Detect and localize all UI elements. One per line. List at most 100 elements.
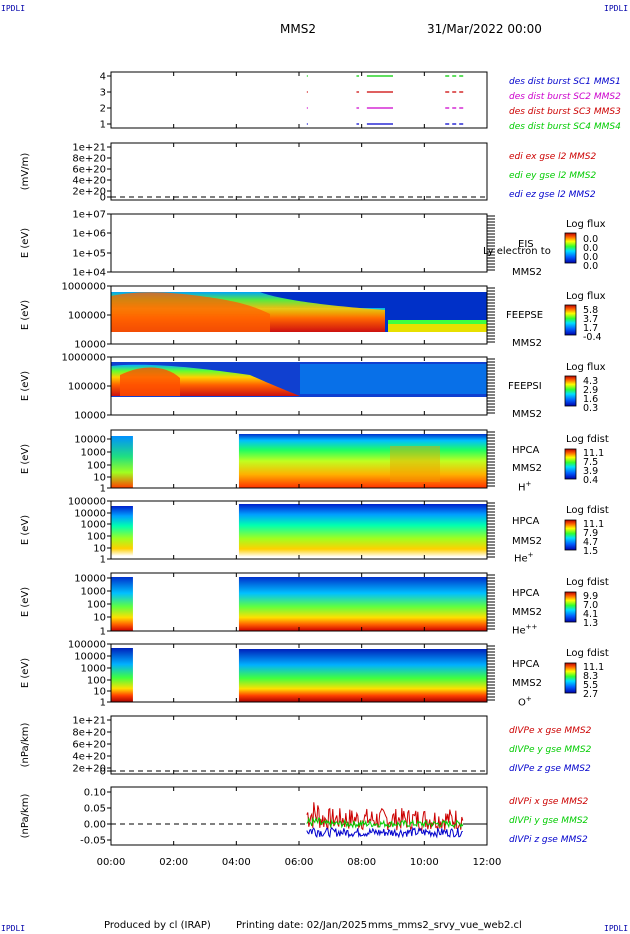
footer-filename: mms_mms2_srvy_vue_web2.cl bbox=[368, 920, 522, 931]
hpca-hepp-cb-val-3: 1.3 bbox=[583, 618, 599, 629]
hpca-o-label: HPCA bbox=[512, 659, 540, 670]
hpca-he-mission-label: MMS2 bbox=[512, 536, 542, 547]
eis-colorbar bbox=[564, 232, 577, 264]
feepse-low-energy-edge bbox=[388, 320, 487, 324]
hpca-o-colorbar-title: Log fdist bbox=[566, 648, 609, 659]
hpca_he-ytick-label: 1 bbox=[100, 555, 106, 566]
hpca_o-ytick-label: 100000 bbox=[68, 640, 106, 651]
hpca-h-left-block bbox=[111, 436, 133, 488]
hpca-o-cb-val-2: 5.5 bbox=[583, 680, 599, 691]
hpca-o-cb-val-1: 8.3 bbox=[583, 671, 599, 682]
time-axis-label: 10:00 bbox=[410, 857, 439, 868]
hpca-o-cb-val-0: 11.1 bbox=[583, 662, 605, 673]
edi-ylabel: (mV/m) bbox=[20, 153, 31, 191]
feepsi-colorbar bbox=[564, 375, 577, 407]
hpca_hepp-ytick-label: 1 bbox=[100, 627, 106, 638]
hpca_hepp-ytick-label: 100 bbox=[87, 600, 106, 611]
feepsi-colorbar-title: Log flux bbox=[566, 362, 606, 373]
burst-legend-sc3: des dist burst SC3 MMS3 bbox=[509, 107, 621, 117]
hpca_o-ytick-label: 10000 bbox=[74, 652, 106, 663]
time-axis-label: 12:00 bbox=[473, 857, 502, 868]
hpca-h-right-block bbox=[238, 434, 487, 488]
divpi-legend-y: dIVPi y gse MMS2 bbox=[509, 816, 589, 826]
feepsi-mission-label: MMS2 bbox=[512, 409, 542, 420]
divpi-z-trace bbox=[306, 826, 463, 839]
feepse-colorbar-title: Log flux bbox=[566, 291, 606, 302]
divpe-legend-y: dIVPe y gse MMS2 bbox=[509, 745, 592, 755]
hpca_o-ytick-label: 10 bbox=[93, 687, 106, 698]
hpca_o-ytick-label: 1000 bbox=[81, 664, 106, 675]
feepse-hot-region bbox=[111, 292, 270, 332]
feepsi-cb-val-2: 1.6 bbox=[583, 394, 599, 405]
hpca-o-mission-label: MMS2 bbox=[512, 678, 542, 689]
divpe-frame bbox=[110, 715, 488, 775]
feepse-ytick-label: 10000 bbox=[74, 340, 106, 351]
eis-ytick-label: 1e+04 bbox=[72, 268, 106, 279]
hpca_hepp-ytick-label: 10 bbox=[93, 613, 106, 624]
hpca-o-left-block bbox=[111, 648, 133, 702]
divpi-y-trace bbox=[306, 816, 464, 829]
feepse-label: FEEPSE bbox=[506, 310, 544, 321]
hpca-hepp-mission-label: MMS2 bbox=[512, 607, 542, 618]
edi-ytick-label: 1e+21 bbox=[72, 143, 106, 154]
footer-produced-by: Produced by cl (IRAP) bbox=[104, 920, 211, 931]
hpca-he-left-block bbox=[111, 506, 133, 556]
hpca_o-colorbar bbox=[564, 662, 577, 694]
feepse-cb-val-1: 3.7 bbox=[583, 314, 599, 325]
feepse-cb-val-2: 1.7 bbox=[583, 323, 599, 334]
divpi-legend-z: dIVPi z gse MMS2 bbox=[509, 835, 588, 845]
hpca-hepp-cb-val-1: 7.0 bbox=[583, 600, 599, 611]
divpi-ytick-label: 0.05 bbox=[84, 804, 106, 815]
edi-legend-ey: edi ey gse l2 MMS2 bbox=[509, 171, 597, 181]
time-axis-label: 00:00 bbox=[97, 857, 126, 868]
feepse-cb-val-3: -0.4 bbox=[583, 332, 602, 343]
burst-frame bbox=[110, 71, 488, 129]
eis-ytick-label: 1e+05 bbox=[72, 249, 106, 260]
edi-ytick-label: 8e+20 bbox=[72, 154, 106, 165]
hpca_hepp-ytick-label: 10000 bbox=[74, 574, 106, 585]
eis-cb-val-3: 0.0 bbox=[583, 261, 599, 272]
eis-cb-val-0: 0.0 bbox=[583, 234, 599, 245]
time-axis-label: 08:00 bbox=[347, 857, 376, 868]
feepse-ytick-label: 1000000 bbox=[61, 282, 106, 293]
hpca_h-colorbar bbox=[564, 448, 577, 480]
divpi-x-trace bbox=[306, 802, 464, 832]
hpca-he-right-block bbox=[238, 504, 487, 557]
mission-title: MMS2 bbox=[280, 22, 316, 36]
hpca-he-colorbar-title: Log fdist bbox=[566, 505, 609, 516]
divpi-ylabel: (nPa/km) bbox=[20, 794, 31, 839]
hpca-hepp-right-block bbox=[238, 577, 487, 631]
hpca-o-right-block bbox=[238, 649, 487, 702]
feepsi-cyan-band bbox=[300, 364, 487, 394]
divpe-ytick-label: 2e+20 bbox=[72, 764, 106, 775]
eis-ytick-label: 1e+07 bbox=[72, 210, 106, 221]
divpe-ytick-label: 8e+20 bbox=[72, 728, 106, 739]
hpca-hepp-cb-val-0: 9.9 bbox=[583, 591, 599, 602]
feepsi-cb-val-3: 0.3 bbox=[583, 403, 599, 414]
eis-label: EIS bbox=[518, 239, 534, 250]
feepsi-ytick-label: 1000000 bbox=[61, 353, 106, 364]
burst-ytick-label: 1 bbox=[100, 120, 106, 131]
feepsi-cb-val-1: 2.9 bbox=[583, 385, 599, 396]
hpca-he-cb-val-2: 4.7 bbox=[583, 537, 599, 548]
hpca-o-cb-val-3: 2.7 bbox=[583, 689, 599, 700]
edi-legend-ex: edi ex gse l2 MMS2 bbox=[509, 152, 597, 162]
feepse-ylabel: E (eV) bbox=[20, 300, 31, 330]
hpca_he-ytick-label: 10 bbox=[93, 544, 106, 555]
hpca-he-species: He+ bbox=[514, 551, 534, 565]
divpi-ytick-label: -0.05 bbox=[80, 836, 106, 847]
divpi-ytick-label: 0.00 bbox=[84, 820, 106, 831]
hpca-h-mission-label: MMS2 bbox=[512, 463, 542, 474]
divpe-ytick-label: 4e+20 bbox=[72, 752, 106, 763]
edi-ytick-label: 2e+20 bbox=[72, 187, 106, 198]
edi-frame bbox=[110, 142, 488, 201]
hpca_he-ytick-label: 100 bbox=[87, 532, 106, 543]
hpca-o-species: O+ bbox=[518, 695, 532, 709]
hpca_h-ytick-label: 1000 bbox=[81, 448, 106, 459]
feepse-colorbar bbox=[564, 304, 577, 336]
date-title: 31/Mar/2022 00:00 bbox=[427, 22, 542, 36]
edi-legend-ez: edi ez gse l2 MMS2 bbox=[509, 190, 596, 200]
feepsi-label: FEEPSI bbox=[508, 381, 542, 392]
